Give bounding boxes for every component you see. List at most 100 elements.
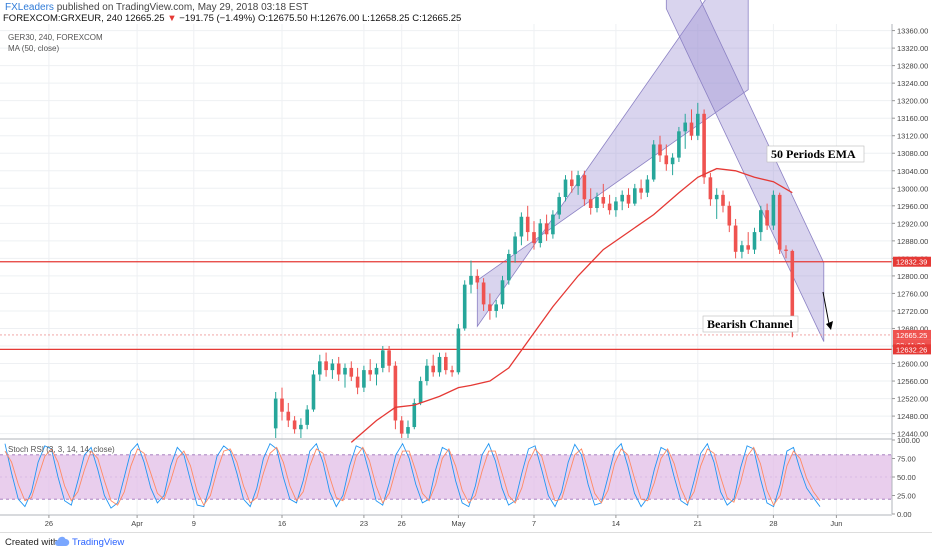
candle bbox=[645, 175, 650, 198]
candle-body bbox=[557, 197, 561, 215]
candle-body bbox=[633, 188, 637, 204]
price-axis[interactable]: 12440.00 12480.00 12520.00 12560.00 12600.00… bbox=[891, 24, 928, 519]
last-price-tag-box bbox=[893, 329, 931, 340]
price-tick-label: 13200.00 bbox=[897, 97, 928, 106]
candle bbox=[368, 359, 372, 382]
time-tick-label: 23 bbox=[360, 519, 368, 528]
ema-annotation: 50 Periods EMA bbox=[771, 147, 856, 161]
price-tick-label: 12960.00 bbox=[897, 202, 928, 211]
candle bbox=[538, 218, 543, 248]
candle bbox=[771, 190, 776, 230]
candle-body bbox=[355, 376, 360, 388]
price-tick-label: 12720.00 bbox=[897, 307, 928, 316]
rsi-tick-label: 0.00 bbox=[897, 510, 912, 519]
time-tick-label: 28 bbox=[769, 519, 777, 528]
candle bbox=[280, 387, 284, 421]
candle-body bbox=[280, 398, 284, 412]
candle-body bbox=[488, 304, 492, 311]
time-tick-label: 26 bbox=[398, 519, 406, 528]
price-tick-label: 12760.00 bbox=[897, 289, 928, 298]
candle bbox=[557, 192, 561, 219]
price-tick-label: 13040.00 bbox=[897, 167, 928, 176]
candle bbox=[551, 210, 555, 239]
candle-body bbox=[494, 304, 498, 311]
candle bbox=[658, 135, 662, 162]
symbol-label: FOREXCOM:GRXEUR, 240 bbox=[3, 13, 123, 24]
stoch-rsi-pane bbox=[0, 442, 892, 509]
candle-body bbox=[399, 420, 404, 434]
candle bbox=[601, 183, 606, 208]
candlestick-series bbox=[273, 102, 795, 438]
candle bbox=[343, 363, 347, 388]
candle bbox=[355, 367, 360, 395]
candle bbox=[702, 109, 706, 184]
publisher-name[interactable]: FXLeaders bbox=[5, 2, 54, 13]
candle bbox=[475, 269, 480, 290]
candle bbox=[714, 188, 719, 219]
rsi-tick-label: 25.00 bbox=[897, 492, 916, 501]
candle bbox=[305, 405, 309, 430]
candle-body bbox=[286, 411, 291, 421]
candle-body bbox=[513, 236, 517, 254]
candle-body bbox=[620, 194, 624, 202]
candle-body bbox=[651, 144, 656, 180]
candle bbox=[481, 278, 486, 311]
tradingview-link[interactable]: TradingView bbox=[72, 537, 125, 548]
candle-body bbox=[544, 223, 549, 235]
candle-body bbox=[702, 113, 706, 178]
candle bbox=[469, 260, 473, 294]
candle-body bbox=[425, 365, 429, 382]
candle-body bbox=[645, 179, 650, 193]
time-tick-label: Apr bbox=[131, 519, 143, 528]
candle bbox=[412, 398, 417, 430]
change-label: −191.75 (−1.49%) bbox=[179, 13, 256, 24]
candle bbox=[299, 418, 303, 438]
price-tick-label: 13080.00 bbox=[897, 149, 928, 158]
rsi-tick-label: 50.00 bbox=[897, 473, 916, 482]
ma-line bbox=[350, 167, 793, 443]
candle bbox=[746, 232, 750, 254]
resistance-price-tag: 12832.39 bbox=[896, 258, 927, 267]
candle-body bbox=[790, 250, 795, 331]
candle-body bbox=[689, 122, 694, 136]
time-axis[interactable]: 26 Apr 9 16 23 26 May 7 14 21 28 Jun bbox=[0, 514, 892, 528]
candle bbox=[406, 420, 410, 438]
candle-body bbox=[330, 363, 335, 371]
candle-body bbox=[519, 216, 524, 237]
candle-body bbox=[727, 205, 732, 226]
candle-body bbox=[733, 225, 738, 252]
candle-body bbox=[626, 194, 631, 204]
candle-body bbox=[305, 409, 309, 425]
candle bbox=[607, 194, 612, 215]
candle bbox=[292, 416, 297, 434]
candle bbox=[570, 170, 574, 193]
candle-body bbox=[721, 194, 725, 206]
price-tick-label: 12560.00 bbox=[897, 377, 928, 386]
footer-bar: Created with TradingView bbox=[0, 532, 932, 551]
candle-body bbox=[374, 367, 379, 375]
price-tick-label: 12440.00 bbox=[897, 430, 928, 439]
candle-body bbox=[418, 381, 423, 403]
candle-body bbox=[614, 201, 618, 211]
candle-body bbox=[292, 420, 297, 430]
price-tick-label: 13320.00 bbox=[897, 44, 928, 53]
time-tick-label: Jun bbox=[830, 519, 842, 528]
candle bbox=[418, 376, 423, 406]
candle bbox=[784, 245, 788, 259]
price-grid bbox=[0, 24, 892, 514]
candle bbox=[670, 153, 675, 176]
candle bbox=[374, 363, 379, 386]
candle bbox=[633, 183, 637, 206]
candle bbox=[494, 300, 498, 318]
time-tick-label: 16 bbox=[278, 519, 286, 528]
candle bbox=[425, 359, 429, 386]
candle-body bbox=[658, 144, 662, 156]
arrow-line bbox=[822, 291, 830, 325]
candle-body bbox=[324, 361, 328, 371]
candle bbox=[393, 361, 398, 430]
horizontal-levels bbox=[0, 261, 892, 351]
candle-body bbox=[551, 214, 555, 235]
rsi-tick-label: 75.00 bbox=[897, 455, 916, 464]
ohlc-values: O:12675.50 H:12676.00 L:12658.25 C:12665… bbox=[257, 13, 462, 24]
